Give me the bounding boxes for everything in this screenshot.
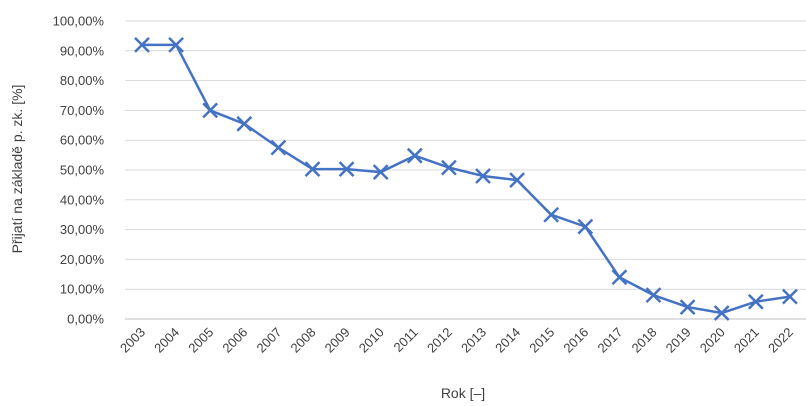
- y-tick-label: 70,00%: [60, 103, 105, 118]
- data-point-marker: [679, 299, 696, 315]
- x-axis-ticks: 2003 2004 2005 2006 2007 2008 2009 2010 2011 2012…: [117, 325, 796, 356]
- data-point-marker: [304, 161, 321, 177]
- data-point-marker: [202, 102, 219, 119]
- data-point-marker: [645, 287, 662, 304]
- data-point-marker: [406, 147, 423, 164]
- x-tick-label: 2010: [356, 325, 387, 356]
- data-point-marker: [509, 172, 525, 189]
- y-tick-label: 60,00%: [60, 133, 105, 148]
- data-point-marker: [475, 168, 491, 184]
- data-point-marker: [782, 288, 798, 305]
- y-axis-ticks: 0,00% 10,00% 20,00% 30,00% 40,00% 50,00% 60,00…: [53, 14, 105, 327]
- data-point-marker: [236, 115, 253, 132]
- gridlines: [125, 20, 806, 320]
- series-line: [142, 43, 791, 315]
- y-tick-label: 30,00%: [60, 222, 105, 237]
- x-tick-label: 2020: [697, 325, 728, 356]
- x-tick-label: 2004: [151, 325, 182, 356]
- x-tick-label: 2005: [185, 325, 216, 356]
- y-axis-title: Přijatí na základě p. zk. [%]: [9, 85, 25, 254]
- data-point-marker: [441, 159, 457, 176]
- y-tick-label: 20,00%: [60, 252, 105, 267]
- y-tick-label: 40,00%: [60, 192, 105, 207]
- y-tick-label: 10,00%: [60, 282, 105, 297]
- data-point-marker: [747, 293, 764, 310]
- x-tick-label: 2014: [492, 325, 523, 356]
- x-tick-label: 2003: [117, 325, 148, 356]
- y-tick-label: 50,00%: [60, 163, 105, 178]
- data-point-marker: [611, 269, 628, 286]
- data-point-marker: [338, 161, 355, 177]
- x-tick-label: 2006: [219, 325, 250, 356]
- x-tick-label: 2018: [629, 325, 660, 356]
- data-series: [134, 36, 798, 321]
- x-tick-label: 2022: [765, 325, 796, 356]
- data-point-marker: [577, 218, 594, 235]
- y-tick-label: 80,00%: [60, 73, 105, 88]
- data-point-marker: [270, 139, 287, 156]
- data-point-marker: [543, 206, 560, 223]
- x-tick-label: 2013: [458, 325, 489, 356]
- data-point-marker: [372, 164, 389, 180]
- y-tick-label: 0,00%: [67, 312, 104, 327]
- x-tick-label: 2021: [731, 325, 762, 356]
- x-tick-label: 2015: [526, 325, 557, 356]
- x-tick-label: 2016: [560, 325, 591, 356]
- x-axis-title: Rok [–]: [441, 385, 485, 401]
- y-tick-label: 100,00%: [53, 14, 105, 29]
- x-tick-label: 2007: [253, 325, 284, 356]
- data-point-marker: [168, 36, 184, 53]
- data-point-marker: [713, 305, 730, 321]
- x-tick-label: 2009: [322, 325, 353, 356]
- x-tick-label: 2017: [594, 325, 625, 356]
- x-tick-label: 2019: [663, 325, 694, 356]
- data-point-marker: [134, 36, 150, 53]
- x-tick-label: 2012: [424, 325, 455, 356]
- x-tick-label: 2011: [391, 325, 421, 355]
- y-tick-label: 90,00%: [60, 43, 105, 58]
- x-tick-label: 2008: [288, 325, 319, 356]
